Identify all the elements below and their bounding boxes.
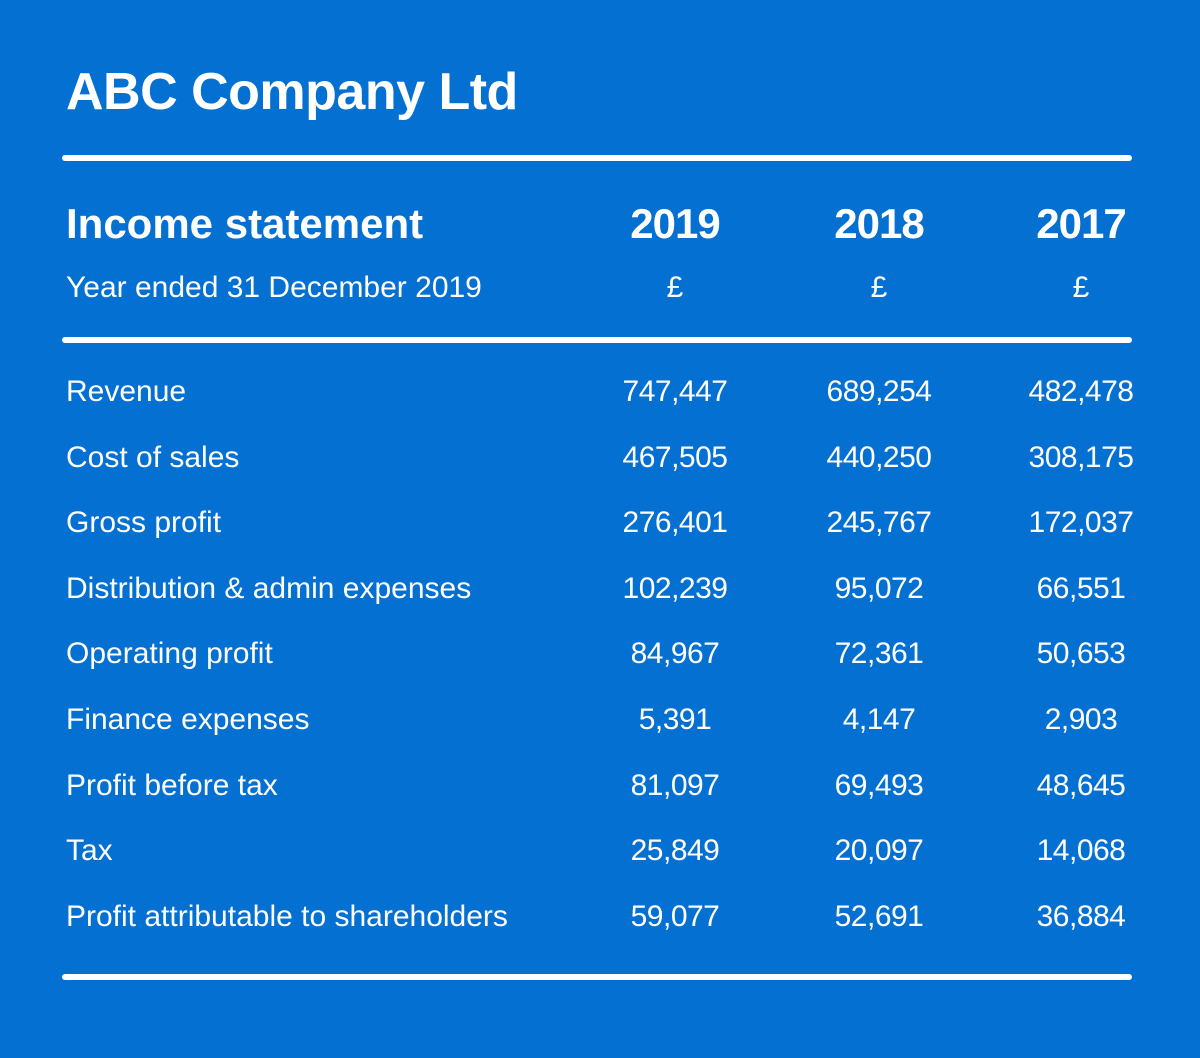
table-row: Finance expenses 5,391 4,147 2,903 [0, 686, 1200, 752]
table-row: Cost of sales 467,505 440,250 308,175 [0, 424, 1200, 490]
table-row: Revenue 747,447 689,254 482,478 [0, 358, 1200, 424]
column-currency: £ [870, 271, 888, 304]
cell-value: 66,551 [1036, 571, 1126, 605]
table-row: Distribution & admin expenses 102,239 95… [0, 555, 1200, 621]
cell-value: 308,175 [1028, 440, 1134, 474]
cell-value: 2,903 [1044, 702, 1118, 736]
row-label: Tax [66, 834, 113, 868]
top-divider [62, 155, 1132, 161]
cell-value: 482,478 [1028, 375, 1134, 408]
table-row: Profit attributable to shareholders 59,0… [0, 883, 1200, 949]
cell-value: 20,097 [834, 834, 924, 868]
column-currency: £ [1072, 271, 1090, 304]
cell-value: 72,361 [834, 637, 924, 671]
cell-value: 276,401 [622, 506, 728, 540]
cell-value: 4,147 [842, 702, 916, 736]
row-label: Finance expenses [66, 702, 310, 736]
row-label: Cost of sales [66, 440, 240, 474]
cell-value: 245,767 [826, 506, 932, 540]
column-header-year: 2017 [1036, 200, 1126, 247]
cell-value: 14,068 [1036, 834, 1126, 868]
column-header-year: 2019 [630, 200, 720, 247]
statement-period: Year ended 31 December 2019 [66, 271, 482, 304]
row-label: Gross profit [66, 506, 222, 540]
income-statement-table: Revenue 747,447 689,254 482,478 Cost of … [0, 358, 1200, 948]
cell-value: 48,645 [1036, 768, 1126, 802]
header-divider [62, 337, 1132, 343]
column-currency: £ [666, 271, 684, 304]
cell-value: 25,849 [630, 834, 720, 868]
statement-title: Income statement [66, 200, 424, 247]
table-row: Tax 25,849 20,097 14,068 [0, 817, 1200, 883]
row-label: Distribution & admin expenses [66, 571, 472, 605]
cell-value: 50,653 [1036, 637, 1126, 671]
table-row: Profit before tax 81,097 69,493 48,645 [0, 752, 1200, 818]
cell-value: 69,493 [834, 768, 924, 802]
column-header-year: 2018 [834, 200, 924, 247]
cell-value: 172,037 [1028, 506, 1134, 540]
cell-value: 84,967 [630, 637, 720, 671]
cell-value: 689,254 [826, 375, 932, 408]
cell-value: 52,691 [834, 899, 924, 933]
row-label: Operating profit [66, 637, 273, 671]
cell-value: 467,505 [622, 440, 728, 474]
cell-value: 81,097 [630, 768, 720, 802]
cell-value: 36,884 [1036, 899, 1126, 933]
table-row: Gross profit 276,401 245,767 172,037 [0, 489, 1200, 555]
cell-value: 102,239 [622, 571, 728, 605]
row-label: Profit attributable to shareholders [66, 899, 508, 933]
table-row: Operating profit 84,967 72,361 50,653 [0, 620, 1200, 686]
bottom-divider [62, 974, 1132, 980]
cell-value: 59,077 [630, 899, 720, 933]
company-title: ABC Company Ltd [66, 63, 518, 121]
cell-value: 747,447 [622, 375, 728, 408]
cell-value: 5,391 [638, 702, 712, 736]
row-label: Revenue [66, 375, 187, 408]
cell-value: 95,072 [834, 571, 924, 605]
cell-value: 440,250 [826, 440, 932, 474]
row-label: Profit before tax [66, 768, 278, 802]
